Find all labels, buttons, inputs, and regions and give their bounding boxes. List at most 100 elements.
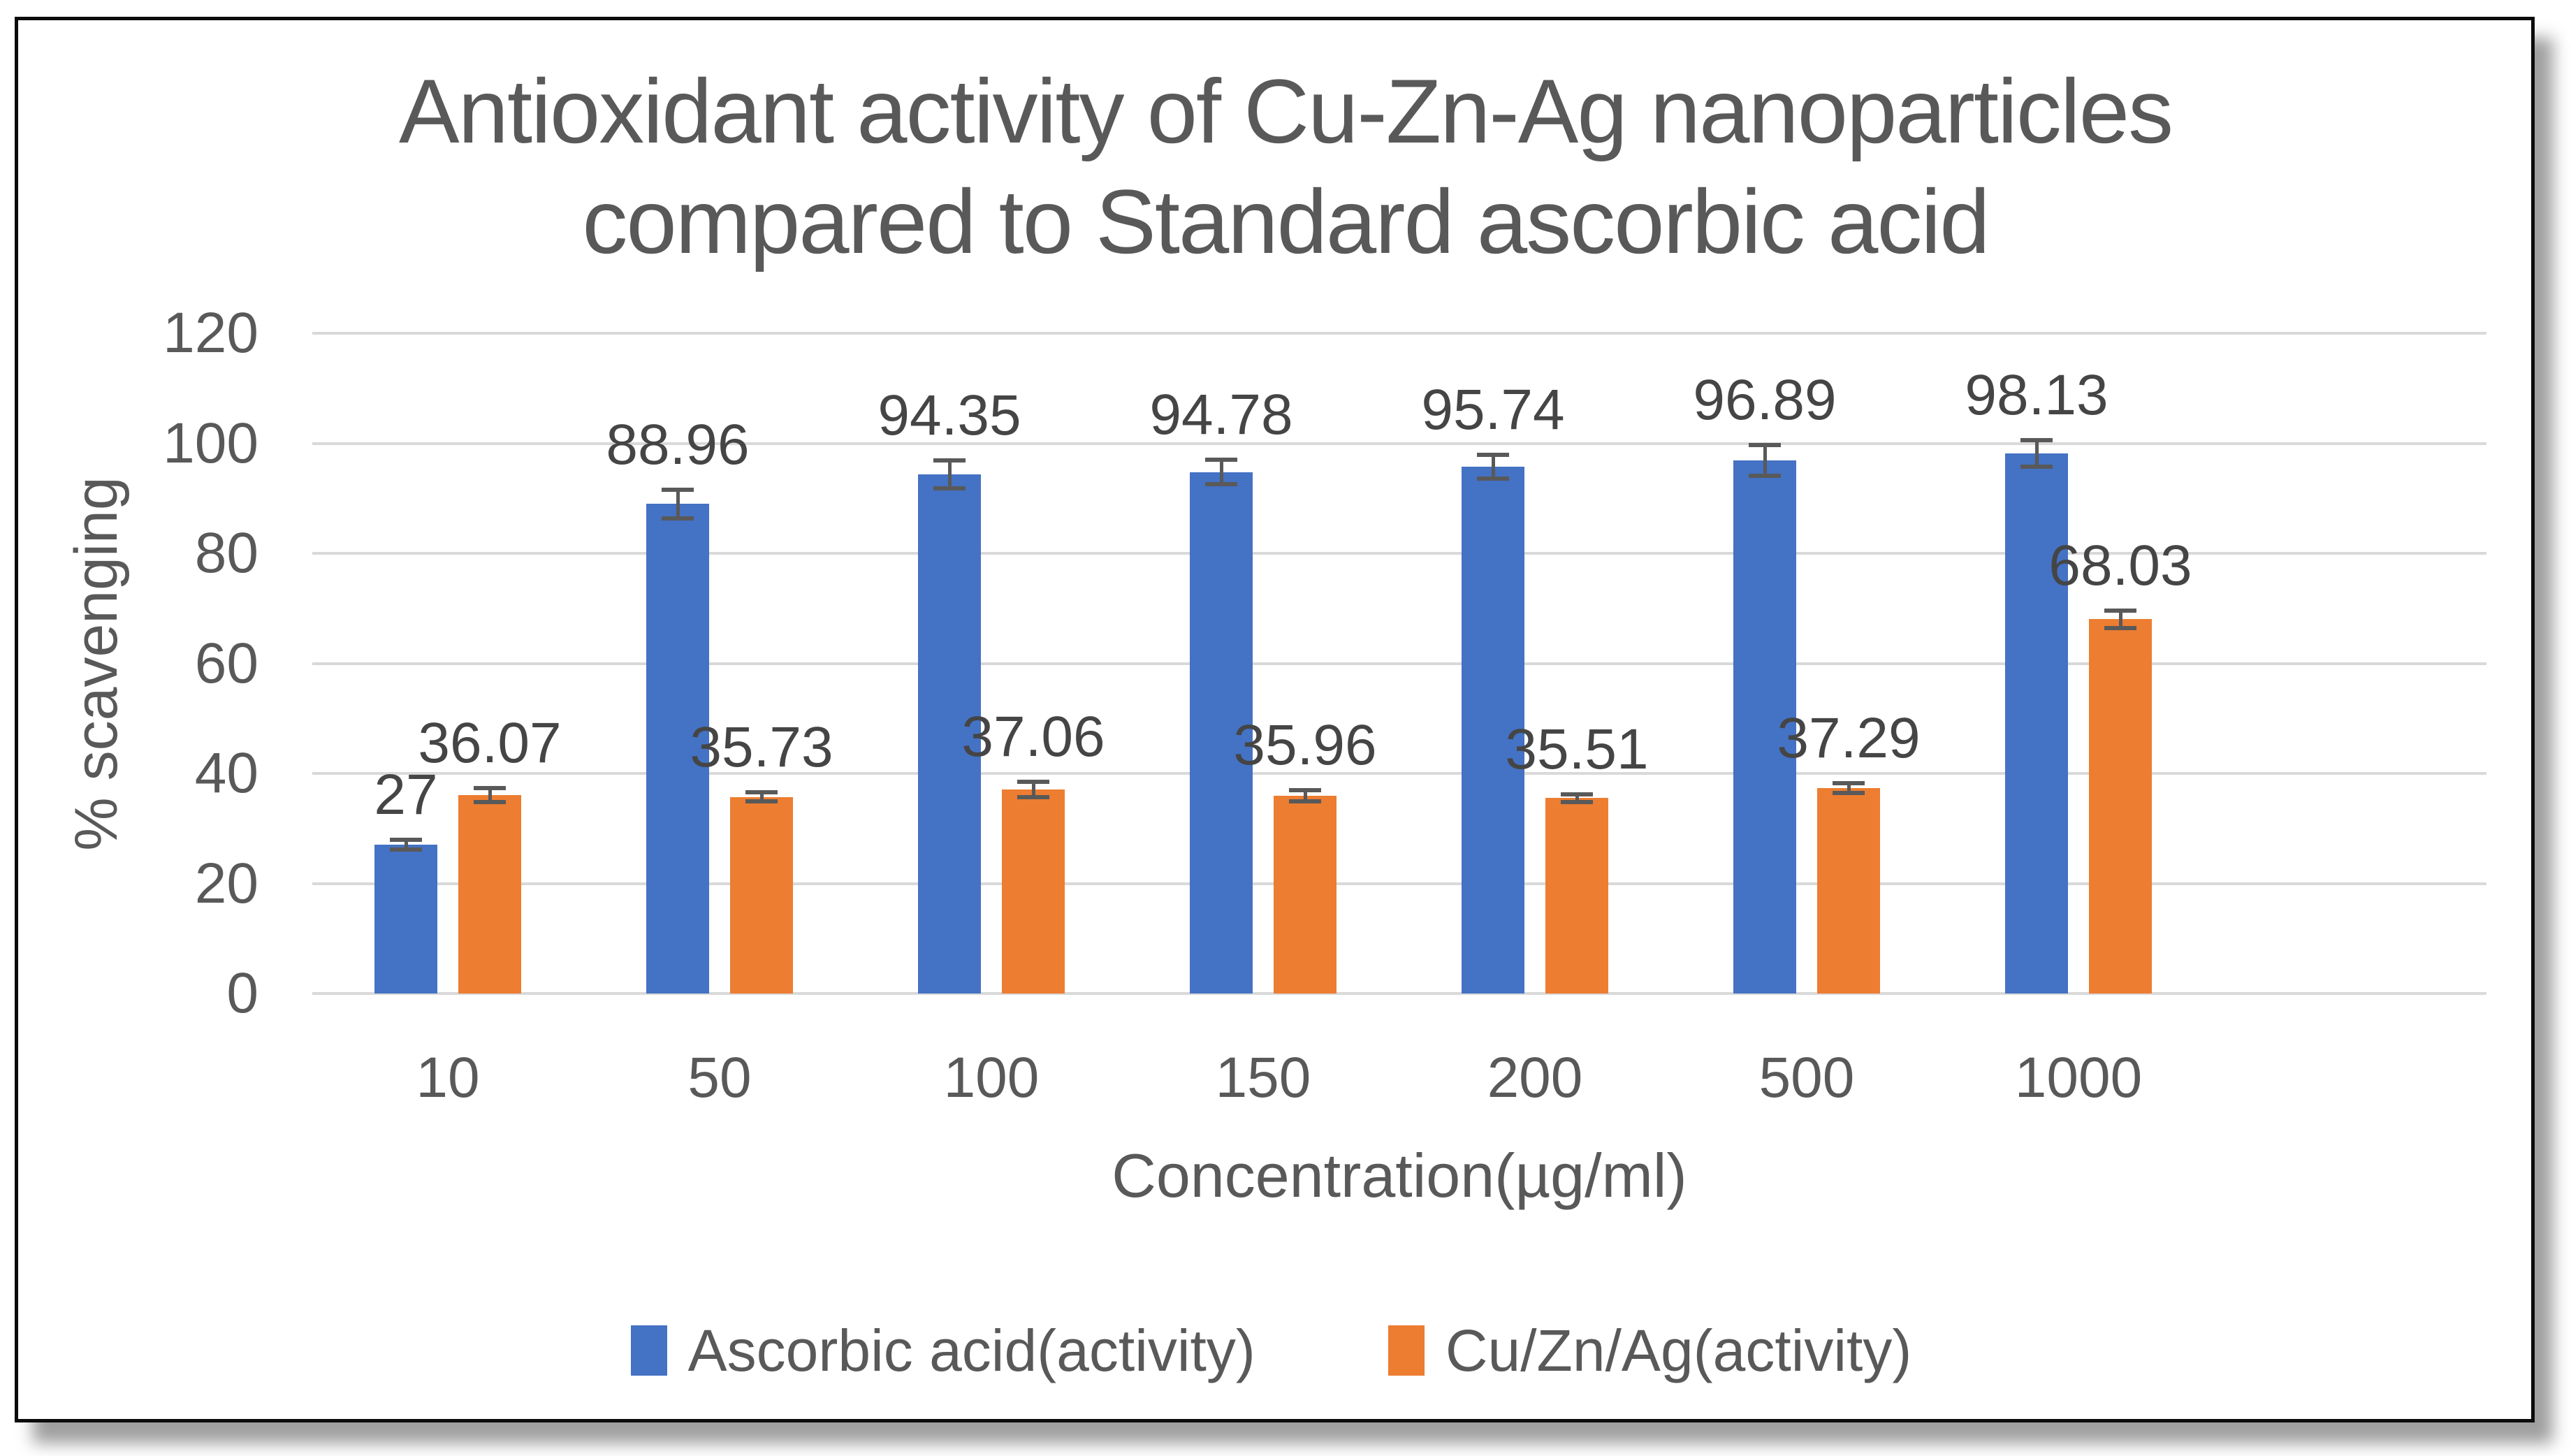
error-bar-cap-top [390, 838, 422, 843]
bar-cu-zn-ag [1817, 788, 1880, 993]
error-bar-cap-bottom [390, 847, 422, 852]
error-bar-cap-bottom [1477, 476, 1509, 481]
gridline-y-60 [312, 662, 2486, 665]
error-bar-line [1763, 444, 1767, 476]
error-bar-cap-bottom [745, 799, 778, 803]
data-label-cu-zn-ag: 68.03 [2048, 533, 2192, 597]
y-tick-label: 80 [194, 521, 258, 585]
bar-cu-zn-ag [730, 796, 793, 993]
error-bar-cap-bottom [474, 800, 506, 805]
data-label-cu-zn-ag: 37.29 [1777, 706, 1921, 771]
y-tick-label: 60 [194, 631, 258, 695]
bar-cu-zn-ag [458, 794, 521, 993]
gridline-y-100 [312, 442, 2486, 445]
x-tick-label: 150 [1215, 1046, 1311, 1109]
bar-cu-zn-ag [1545, 798, 1608, 993]
data-label-ascorbic-acid: 96.89 [1693, 367, 1837, 432]
error-bar-cap-bottom [1833, 791, 1865, 796]
x-tick-label: 200 [1487, 1046, 1583, 1109]
error-bar-cap-top [1017, 780, 1049, 785]
error-bar-line [1303, 789, 1307, 801]
chart-title-line-2: compared to Standard ascorbic acid [582, 170, 1990, 272]
legend-label-ascorbic-acid: Ascorbic acid(activity) [687, 1318, 1255, 1383]
error-bar-cap-bottom [1561, 799, 1593, 804]
y-tick-label: 100 [163, 411, 258, 475]
error-bar-cap-bottom [2020, 465, 2053, 469]
error-bar-line [1575, 794, 1579, 802]
bar-cu-zn-ag [2089, 619, 2152, 993]
gridline-y-120 [312, 332, 2486, 335]
bar-ascorbic-acid [1462, 467, 1524, 993]
error-bar-line [759, 792, 764, 801]
legend: Ascorbic acid(activity) Cu/Zn/Ag(activity… [15, 1305, 2528, 1396]
legend-swatch-cu-zn-ag [1388, 1325, 1425, 1376]
chart-title: Antioxidant activity of Cu-Zn-Ag nanopar… [210, 56, 2361, 277]
error-bar-line [2034, 440, 2039, 467]
error-bar-cap-top [2020, 438, 2053, 443]
data-label-ascorbic-acid: 27 [374, 763, 438, 827]
y-tick-label: 0 [226, 961, 258, 1025]
bar-ascorbic-acid [646, 504, 709, 993]
error-bar-line [488, 787, 492, 803]
error-bar-cap-bottom [1289, 799, 1321, 803]
error-bar-cap-top [1205, 458, 1237, 463]
bar-ascorbic-acid [918, 474, 981, 993]
data-label-cu-zn-ag: 35.73 [690, 715, 833, 780]
data-label-ascorbic-acid: 88.96 [606, 412, 750, 476]
bar-ascorbic-acid [374, 845, 437, 993]
error-bar-line [2118, 610, 2122, 628]
data-label-ascorbic-acid: 94.35 [877, 383, 1021, 447]
x-tick-label: 10 [416, 1046, 480, 1109]
error-bar-cap-bottom [1749, 474, 1781, 479]
y-tick-label: 120 [163, 301, 258, 365]
data-label-cu-zn-ag: 36.07 [418, 711, 562, 775]
bar-ascorbic-acid [1733, 460, 1796, 993]
data-label-cu-zn-ag: 37.06 [961, 705, 1105, 769]
error-bar-cap-top [662, 487, 694, 492]
x-axis-title: Concentration(µg/ml) [1112, 1141, 1687, 1210]
legend-item-ascorbic-acid: Ascorbic acid(activity) [630, 1312, 1255, 1389]
error-bar-cap-top [933, 458, 966, 463]
error-bar-line [1031, 782, 1035, 798]
y-tick-label: 40 [194, 741, 258, 805]
error-bar-line [947, 460, 952, 489]
error-bar-line [1491, 454, 1495, 479]
error-bar-cap-top [745, 790, 778, 795]
error-bar-cap-top [1749, 442, 1781, 447]
data-label-ascorbic-acid: 95.74 [1421, 377, 1565, 442]
bar-cu-zn-ag [1274, 795, 1337, 993]
data-label-ascorbic-acid: 94.78 [1149, 383, 1293, 447]
chart-title-line-1: Antioxidant activity of Cu-Zn-Ag nanopar… [398, 60, 2173, 162]
bar-ascorbic-acid [1190, 472, 1253, 993]
bar-cu-zn-ag [1002, 789, 1065, 993]
bar-ascorbic-acid [2005, 453, 2068, 993]
error-bar-line [676, 489, 680, 518]
error-bar-cap-top [1561, 792, 1593, 796]
x-tick-label: 100 [943, 1046, 1040, 1109]
data-label-cu-zn-ag: 35.96 [1233, 713, 1377, 777]
x-tick-label: 500 [1758, 1046, 1855, 1109]
data-label-ascorbic-acid: 98.13 [1965, 363, 2108, 428]
x-tick-label: 50 [687, 1046, 752, 1109]
gridline-y-0 [312, 992, 2486, 995]
gridline-y-40 [312, 772, 2486, 775]
error-bar-cap-top [1833, 781, 1865, 786]
error-bar-line [1847, 783, 1851, 794]
y-tick-label: 20 [194, 851, 258, 915]
error-bar-cap-bottom [2104, 625, 2136, 630]
legend-label-cu-zn-ag: Cu/Zn/Ag(activity) [1445, 1318, 1912, 1383]
error-bar-line [1219, 460, 1223, 484]
error-bar-cap-top [1289, 787, 1321, 792]
x-tick-label: 1000 [2014, 1046, 2143, 1109]
error-bar-cap-bottom [1017, 795, 1049, 800]
error-bar-cap-bottom [662, 516, 694, 520]
error-bar-cap-top [2104, 608, 2136, 613]
legend-swatch-ascorbic-acid [630, 1325, 667, 1376]
gridline-y-20 [312, 882, 2486, 885]
gridline-y-80 [312, 552, 2486, 555]
data-label-cu-zn-ag: 35.51 [1505, 717, 1649, 781]
error-bar-cap-bottom [1205, 481, 1237, 486]
error-bar-cap-top [474, 785, 506, 790]
error-bar-cap-bottom [933, 486, 966, 491]
